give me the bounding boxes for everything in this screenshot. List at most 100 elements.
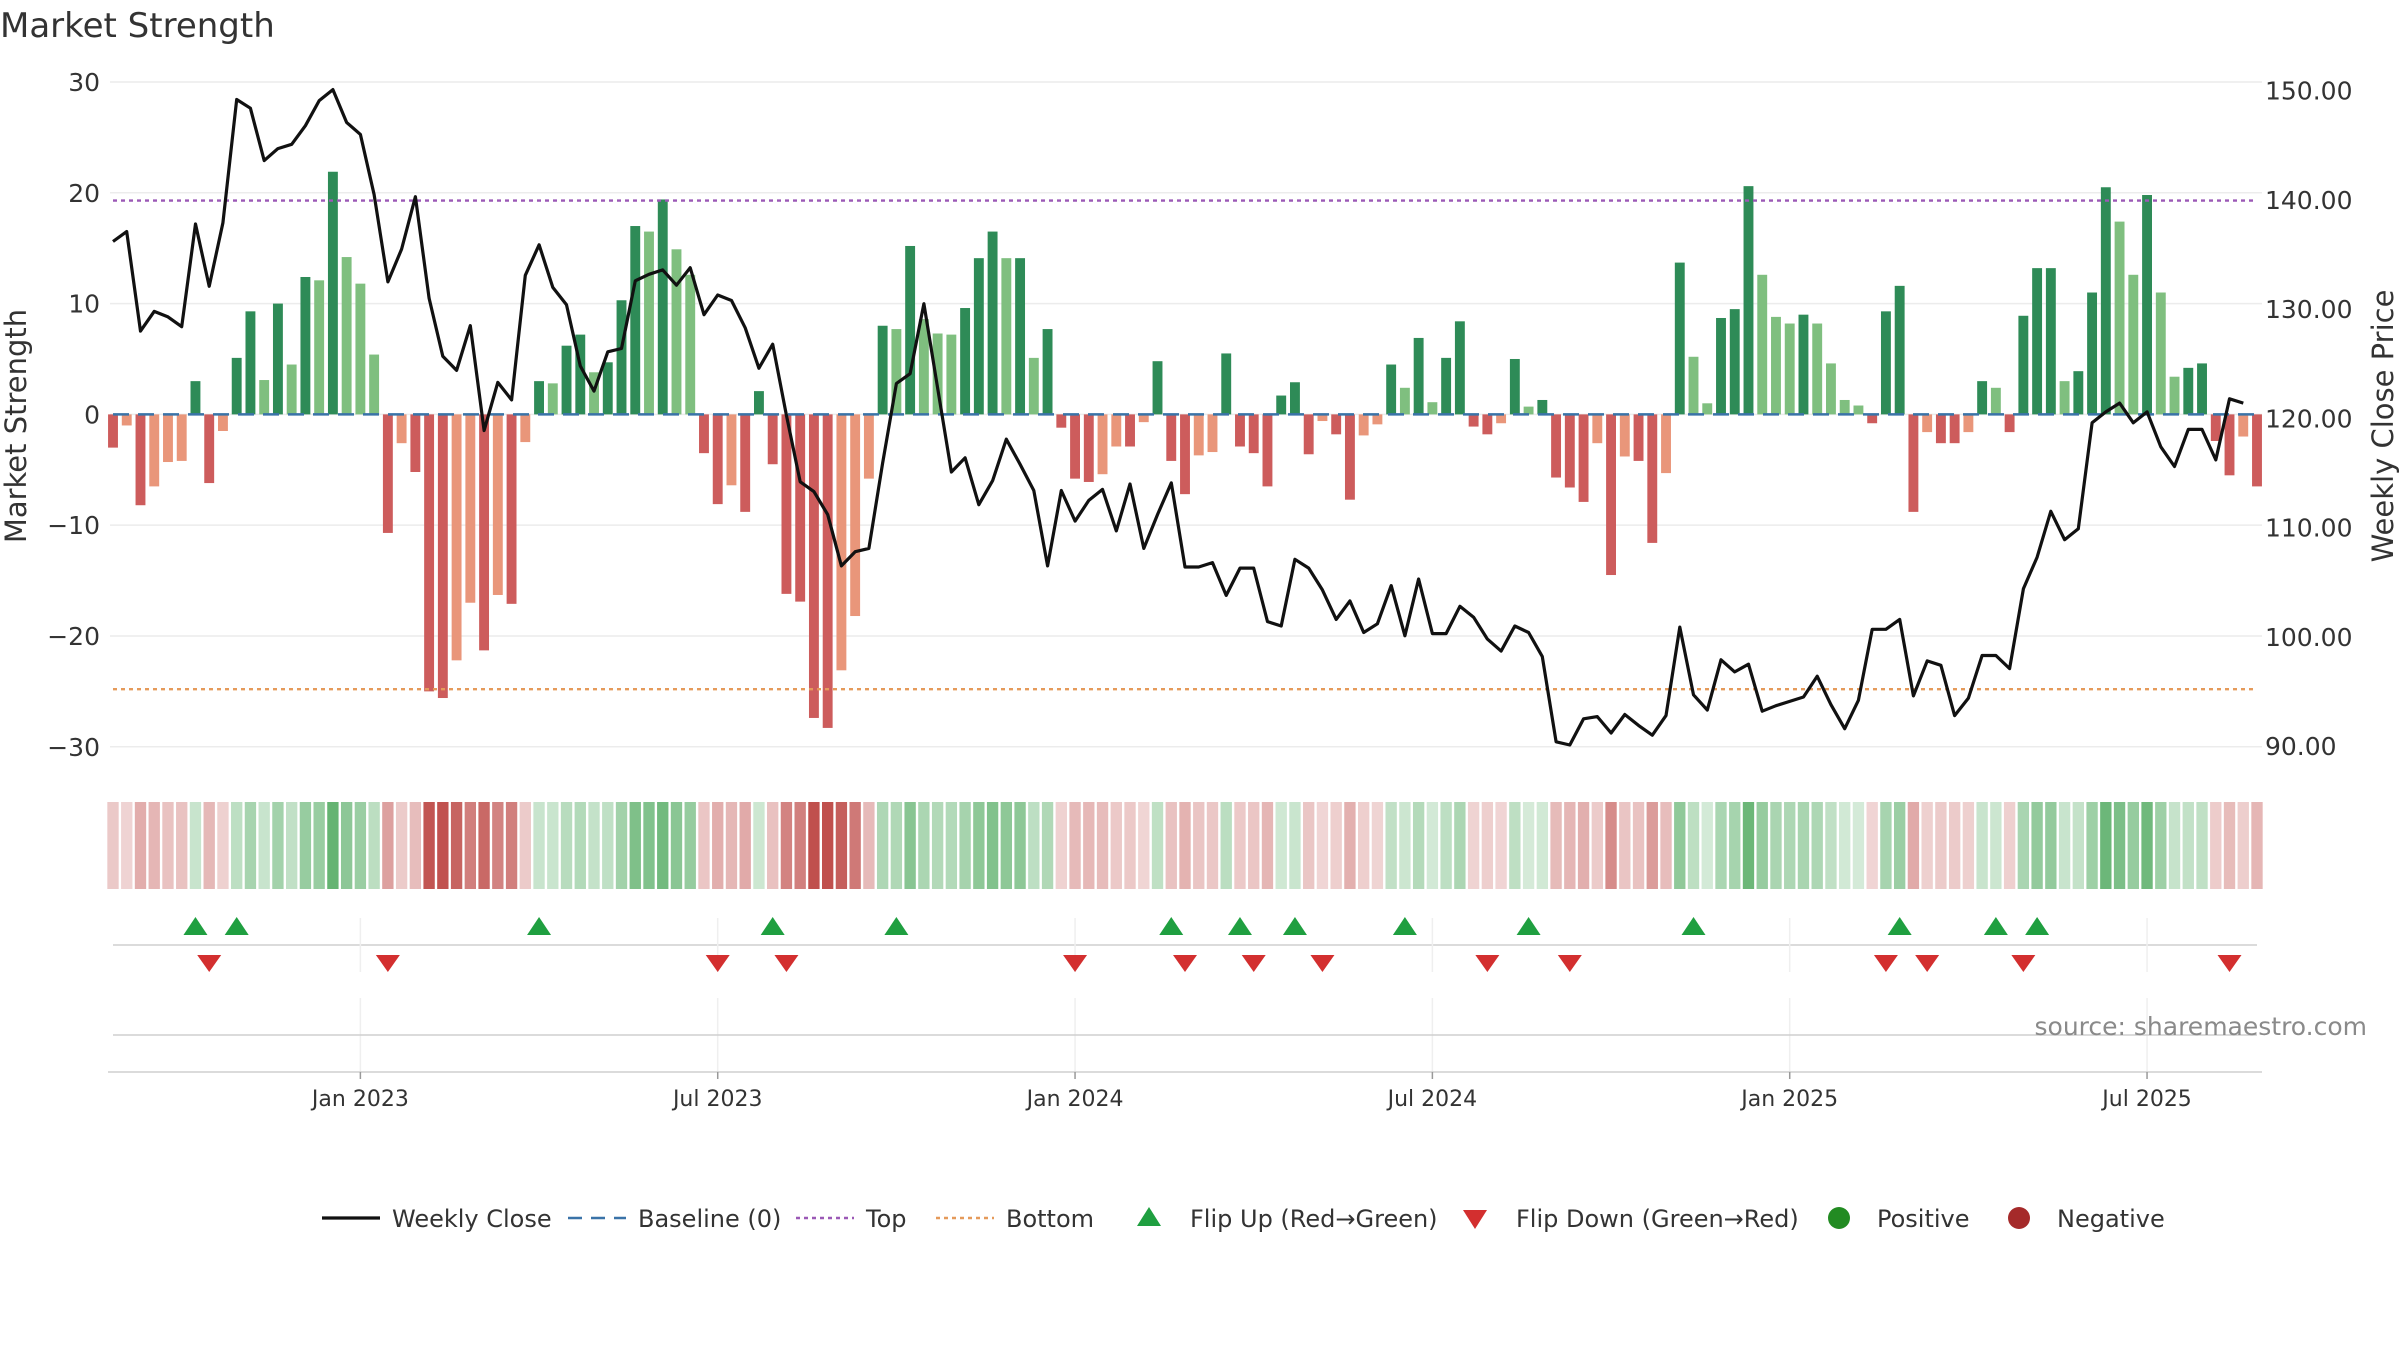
strength-bar [2045, 268, 2056, 415]
heat-cell [299, 802, 312, 889]
right-axis-ticks: 150.00 140.00 130.00 120.00 110.00 100.00 90.0… [2265, 77, 2352, 761]
strength-bar [2073, 371, 2084, 415]
strength-bar [1592, 414, 1603, 444]
heat-cell [1289, 802, 1301, 889]
strength-bar [1771, 316, 1781, 415]
heat-cell [1179, 802, 1191, 889]
strength-bar [877, 325, 888, 415]
strength-bar [1290, 382, 1300, 415]
strength-bar [1454, 321, 1465, 415]
heat-cell [244, 802, 257, 889]
strength-bar [657, 199, 668, 415]
flip-down-marker [1063, 955, 1088, 972]
strength-bar [1606, 414, 1616, 576]
strength-bar [1056, 414, 1067, 428]
heat-cell [986, 802, 999, 889]
flip-down-marker [774, 955, 799, 972]
strength-bar [396, 414, 407, 444]
heat-cell [698, 802, 710, 889]
strength-bar [2142, 195, 2152, 415]
heat-cell [2100, 802, 2112, 889]
strength-bar [2197, 363, 2207, 415]
date-tick-label: Jul 2024 [1386, 1087, 1478, 1112]
left-tick-label: −30 [47, 733, 100, 762]
heat-cell [1797, 802, 1810, 889]
strength-bar [314, 280, 325, 415]
strength-bar [1839, 399, 1850, 415]
strength-bar [589, 372, 599, 415]
strength-bar [1097, 414, 1108, 475]
heat-cell [1729, 802, 1741, 889]
heat-cell [1220, 802, 1232, 889]
heat-cell [1784, 802, 1796, 889]
strength-bar [2238, 414, 2249, 437]
strength-bar [2087, 292, 2098, 415]
heat-cell [121, 802, 133, 889]
heat-cell [1990, 802, 2002, 889]
strength-bar [1496, 414, 1507, 424]
heat-cell [1825, 802, 1837, 889]
flip-up-marker [1983, 917, 2008, 935]
flip-up-marker [183, 917, 208, 935]
strength-bar [1812, 323, 1823, 415]
heat-cell [354, 802, 367, 889]
heat-cell [1151, 802, 1164, 889]
strength-bar [960, 308, 971, 415]
heat-cell [1646, 802, 1658, 889]
heat-cell [835, 802, 848, 889]
strength-bar [1702, 403, 1713, 415]
heat-cell [1632, 802, 1645, 889]
flip-up-marker [760, 917, 785, 935]
strength-bar [2183, 367, 2194, 415]
legend-label: Bottom [1006, 1205, 1094, 1233]
strength-bar [561, 345, 572, 415]
strength-bar [1647, 414, 1658, 543]
strength-bar [1935, 414, 1946, 444]
heat-cell [1577, 802, 1590, 889]
heat-cell [1605, 802, 1617, 889]
strength-bar [1262, 414, 1273, 487]
heat-cell [313, 802, 325, 889]
strength-bar [2100, 187, 2111, 415]
heat-cell [876, 802, 889, 889]
flip-up-marker [1887, 917, 1912, 935]
heat-cell [863, 802, 875, 889]
heat-cell [2017, 802, 2030, 889]
flip-up-marker [1227, 917, 1252, 935]
strength-bar [1523, 406, 1534, 415]
heat-cell [2182, 802, 2194, 889]
heat-cell [327, 802, 339, 889]
legend-swatch [1828, 1207, 1850, 1229]
strength-bar [135, 414, 146, 506]
strength-bar [891, 329, 902, 415]
strength-bar [1042, 329, 1053, 415]
heat-cell [2141, 802, 2153, 889]
flip-down-marker [197, 955, 222, 972]
strength-bar [327, 171, 338, 415]
heat-cell [519, 802, 531, 889]
flip-down-marker [1915, 955, 1940, 972]
heat-cell [217, 802, 229, 889]
heat-cell [1893, 802, 1906, 889]
right-tick-label: 140.00 [2265, 186, 2352, 215]
heat-cell [1193, 802, 1205, 889]
strength-bar [1413, 337, 1424, 415]
strength-bar [1482, 414, 1493, 435]
strength-bar [341, 257, 352, 415]
strength-bar [1468, 414, 1479, 427]
strength-bar [1372, 414, 1383, 425]
heat-cell [272, 802, 284, 889]
heat-cell [1069, 802, 1081, 889]
strength-bar [1331, 414, 1342, 435]
strength-bar [946, 334, 957, 415]
left-tick-label: 10 [68, 290, 100, 319]
left-axis-title: Market Strength [0, 309, 33, 543]
heat-cell [1261, 802, 1274, 889]
heat-cell [1206, 802, 1219, 889]
heat-cell [821, 802, 834, 889]
strength-bar [218, 414, 228, 431]
heat-cell [1880, 802, 1892, 889]
heat-cell [602, 802, 614, 889]
heat-cell [657, 802, 669, 889]
strength-bar [204, 414, 215, 484]
